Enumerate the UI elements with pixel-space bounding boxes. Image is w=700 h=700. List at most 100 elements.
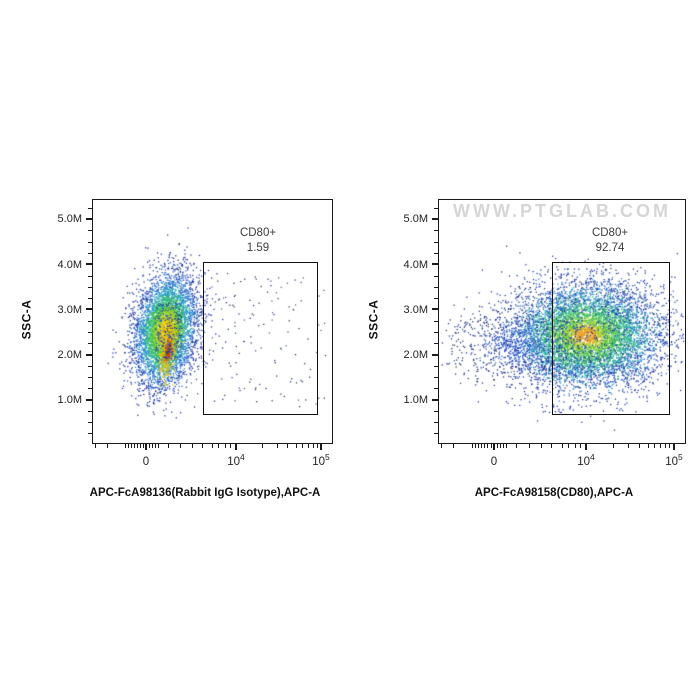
axis-tick [434, 433, 438, 435]
axis-tick [487, 444, 489, 448]
axis-tick [143, 444, 145, 448]
plot-area-isotype: CD80+ 1.59 [86, 199, 333, 450]
axis-tick [212, 444, 214, 448]
axis-tick [139, 444, 141, 448]
axis-tick [612, 444, 614, 448]
axis-tick [434, 422, 438, 424]
axis-tick [434, 298, 438, 300]
axis-tick [528, 444, 530, 448]
axis-tick [432, 398, 438, 401]
axis-tick [277, 444, 279, 448]
axis-tick [432, 308, 438, 311]
axis-tick [432, 217, 438, 220]
axis-tick [540, 444, 542, 448]
axis-tick [137, 444, 139, 448]
axis-tick [125, 444, 127, 448]
axis-tick [478, 444, 480, 448]
axis-tick [481, 444, 483, 448]
x-tick-label: 0 [142, 455, 150, 468]
x-tick-label: 105 [312, 452, 330, 468]
axis-tick [86, 217, 92, 220]
axis-tick [307, 444, 309, 448]
y-tick-label: 3.0M [403, 303, 428, 316]
axis-tick [319, 444, 322, 450]
gate-box-cd80 [552, 262, 670, 415]
axis-tick [127, 444, 129, 448]
axis-tick [432, 263, 438, 266]
x-tick-label: 104 [227, 452, 245, 468]
gate-name: CD80+ [591, 227, 629, 239]
axis-tick [88, 287, 92, 289]
axis-tick [192, 444, 193, 448]
axis-tick [434, 275, 438, 277]
x-axis-title: APC-FcA98158(CD80),APC-A [474, 487, 634, 499]
y-tick-label: 1.0M [403, 393, 428, 406]
axis-tick [434, 207, 438, 209]
axis-tick [218, 444, 220, 448]
plot-area-cd80: WWW.PTGLAB.COM CD80+ 92.74 [432, 199, 686, 450]
axis-tick [88, 320, 92, 322]
axis-tick [434, 343, 438, 345]
axis-tick [484, 444, 486, 448]
axis-tick [672, 444, 675, 450]
axis-tick [312, 444, 314, 448]
axis-tick [628, 444, 630, 448]
axis-tick [88, 298, 92, 300]
axis-tick [88, 332, 92, 334]
axis-tick [490, 444, 492, 448]
y-tick-label: 1.0M [57, 393, 82, 406]
gate-label: CD80+ 1.59 [208, 226, 308, 256]
axis-tick [499, 444, 501, 448]
axis-tick [434, 320, 438, 322]
axis-tick [152, 444, 153, 448]
x-axis-title: APC-FcA98136(Rabbit IgG Isotype),APC-A [89, 487, 321, 499]
axis-tick [434, 287, 438, 289]
axis-tick [440, 444, 442, 448]
axis-tick [201, 444, 203, 448]
axis-tick [261, 444, 263, 448]
y-tick-label: 5.0M [403, 213, 428, 225]
ptglab-watermark: WWW.PTGLAB.COM [453, 201, 671, 221]
gate-name: CD80+ [239, 227, 277, 239]
axis-tick [561, 444, 563, 448]
axis-tick [434, 377, 438, 379]
axis-tick [86, 353, 92, 356]
y-tick-label: 4.0M [57, 258, 82, 271]
axis-tick [88, 365, 92, 367]
axis-tick [154, 444, 156, 448]
axis-tick [88, 422, 92, 424]
axis-tick [88, 252, 92, 254]
axis-tick [230, 444, 232, 448]
axis-tick [225, 444, 227, 448]
x-tick-label: 104 [577, 452, 595, 468]
y-axis-title: SSC-A [19, 299, 34, 340]
axis-tick [86, 308, 92, 311]
axis-tick [88, 241, 92, 243]
axis-tick [158, 444, 160, 448]
y-tick-label: 4.0M [403, 258, 428, 271]
gate-percent: 92.74 [595, 242, 625, 254]
axis-tick [316, 444, 318, 448]
axis-tick [665, 444, 667, 448]
axis-tick [88, 207, 92, 209]
y-tick-label: 3.0M [57, 303, 82, 316]
dot-canvas-1 [438, 199, 686, 444]
y-axis-title: SSC-A [366, 299, 381, 340]
axis-tick [492, 444, 495, 450]
axis-tick [295, 444, 297, 448]
axis-tick [567, 444, 569, 448]
gate-percent: 1.59 [246, 242, 270, 254]
axis-tick [88, 377, 92, 379]
axis-tick [502, 444, 504, 448]
axis-tick [94, 444, 96, 448]
axis-tick [88, 388, 92, 390]
axis-tick [434, 388, 438, 390]
dot-canvas-0 [92, 199, 333, 444]
axis-tick [551, 444, 553, 448]
axis-tick [88, 410, 92, 412]
axis-tick [474, 444, 476, 448]
axis-tick [496, 444, 498, 448]
axis-tick [86, 263, 92, 266]
axis-tick [434, 230, 438, 232]
axis-tick [574, 444, 576, 448]
